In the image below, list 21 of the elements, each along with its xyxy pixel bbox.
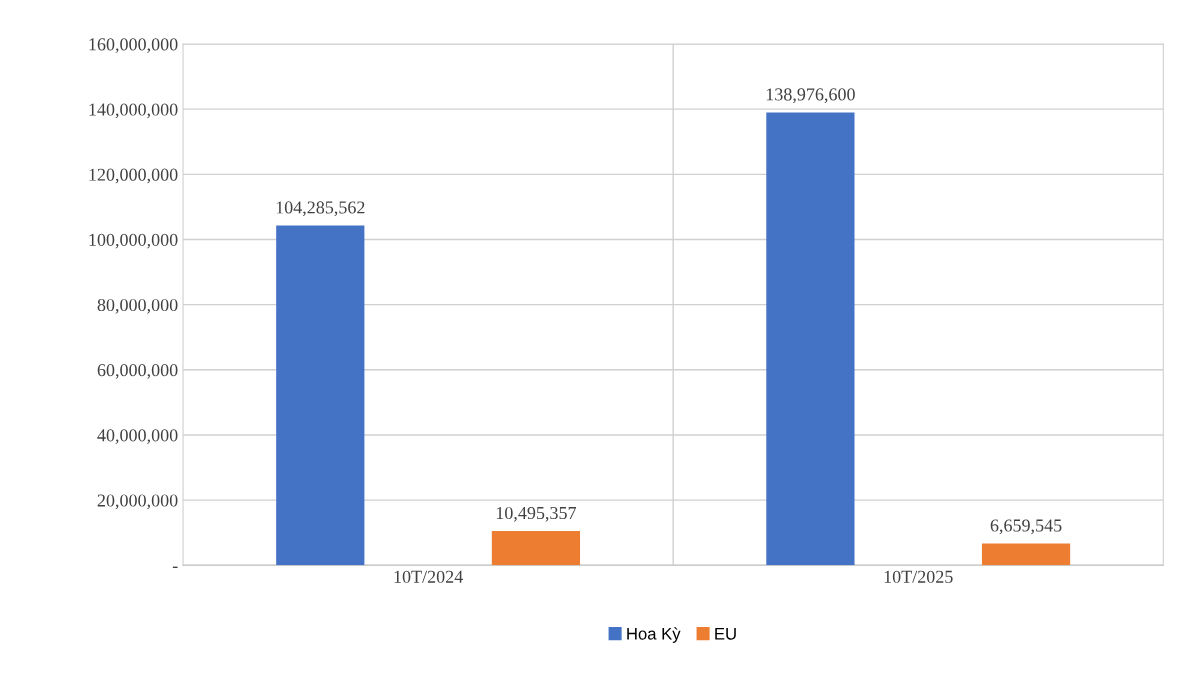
x-tick-label: 10T/2025 — [884, 570, 953, 583]
data-label: 6,659,545 — [990, 519, 1062, 535]
data-label: 10,495,357 — [496, 506, 577, 522]
y-tick-label: 40,000,000 — [97, 429, 178, 445]
data-label: 138,976,600 — [766, 88, 855, 104]
y-tick-label: 20,000,000 — [97, 494, 178, 510]
x-tick-label: 10T/2024 — [394, 570, 463, 583]
y-tick-label: - — [172, 566, 178, 568]
legend-label: EU — [715, 628, 736, 640]
bar — [981, 543, 1071, 566]
legend-label: Hoa Kỳ — [627, 627, 681, 643]
y-tick-label: 140,000,000 — [89, 103, 178, 119]
y-tick-label: 60,000,000 — [97, 364, 178, 379]
bar — [766, 112, 855, 566]
bar — [276, 225, 365, 566]
y-tick-label: 120,000,000 — [89, 168, 178, 184]
y-tick-label: 80,000,000 — [97, 298, 178, 314]
bar — [491, 531, 581, 566]
y-tick-label: 160,000,000 — [89, 38, 178, 54]
data-label: 104,285,562 — [276, 201, 365, 217]
y-tick-label: 100,000,000 — [89, 233, 178, 249]
